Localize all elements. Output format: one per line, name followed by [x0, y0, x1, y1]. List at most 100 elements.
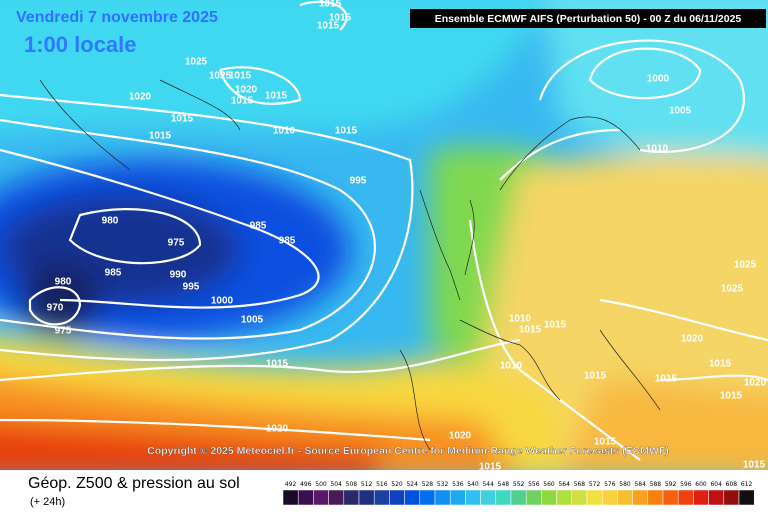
isobar-label: 1015	[265, 91, 288, 102]
scale-label: 588	[650, 481, 662, 488]
scale-label: 492	[285, 481, 297, 488]
scale-label: 528	[422, 481, 434, 488]
scale-label: 572	[589, 481, 601, 488]
scale-label: 500	[315, 481, 327, 488]
isobar-label: 1015	[479, 462, 502, 473]
isobar-label: 1005	[669, 106, 692, 117]
scale-label: 504	[330, 481, 342, 488]
isobar-label: 975	[168, 238, 185, 249]
scale-label: 552	[513, 481, 525, 488]
scale-swatch	[677, 489, 694, 506]
scale-label: 580	[619, 481, 631, 488]
scale-swatch	[647, 489, 664, 506]
isobar-label: 1025	[185, 57, 208, 68]
isobar-label: 975	[55, 326, 72, 337]
scale-swatch	[358, 489, 375, 506]
scale-label: 512	[361, 481, 373, 488]
scale-label: 560	[543, 481, 555, 488]
isobar-label: 985	[250, 221, 267, 232]
scale-label: 568	[574, 481, 586, 488]
isobar-label: 1015	[655, 374, 678, 385]
copyright: Copyright © 2025 Meteociel.fr - Source E…	[147, 445, 669, 457]
scale-swatch	[571, 489, 588, 506]
scale-swatch	[282, 489, 299, 506]
scale-label: 596	[680, 481, 692, 488]
isobar-label: 1015	[594, 437, 617, 448]
scale-label: 536	[452, 481, 464, 488]
scale-label: 540	[467, 481, 479, 488]
scale-swatch	[419, 489, 436, 506]
isobar-label: 1015	[149, 131, 172, 142]
scale-label: 496	[300, 481, 312, 488]
isobar-label: 1015	[720, 391, 743, 402]
isobar-label: 970	[47, 303, 64, 314]
isobar-label: 1015	[544, 320, 567, 331]
isobar-label: 1000	[647, 74, 670, 85]
scale-swatch	[313, 489, 329, 506]
scale-label: 548	[498, 481, 510, 488]
local-time: 1:00 locale	[24, 32, 137, 57]
isobar-label: 1010	[273, 126, 296, 137]
isobar-label: 980	[55, 277, 72, 288]
date: Vendredi 7 novembre 2025	[16, 9, 218, 26]
isobar-label: 1020	[266, 424, 289, 435]
scale-label: 556	[528, 481, 540, 488]
scale-swatch	[510, 489, 527, 506]
isobar-label: 1015	[319, 0, 342, 10]
isobar-label: 1015	[229, 71, 252, 82]
model-info: Ensemble ECMWF AIFS (Perturbation 50) - …	[435, 13, 742, 25]
coastlines	[39, 79, 661, 451]
isobar-label: 1015	[317, 21, 340, 32]
isobar-label: 1010	[646, 144, 669, 155]
scale-label: 592	[665, 481, 677, 488]
isobar-label: 1015	[584, 371, 607, 382]
isobar-label: 985	[105, 268, 122, 279]
scale-swatch	[297, 489, 314, 506]
scale-swatch	[617, 489, 633, 506]
scale-swatch	[328, 489, 345, 506]
isobar-label: 1015	[231, 96, 254, 107]
scale-swatch	[373, 489, 390, 506]
isobar-label: 1025	[209, 71, 232, 82]
scale-label: 516	[376, 481, 388, 488]
scale-swatch	[434, 489, 451, 506]
isobar-label: 1015	[171, 114, 194, 125]
isobar-label: 1015	[519, 325, 542, 336]
isobar-label: 1015	[709, 359, 732, 370]
scale-label: 508	[346, 481, 358, 488]
scale-swatch	[343, 489, 360, 506]
scale-swatch	[723, 489, 740, 506]
scale-swatch	[556, 489, 573, 506]
footer-subtitle: (+ 24h)	[30, 496, 65, 508]
isobar-label: 1020	[449, 431, 472, 442]
scale-swatch	[480, 489, 497, 506]
scale-swatch	[693, 489, 709, 506]
scale-swatch	[404, 489, 421, 506]
scale-swatch	[601, 489, 618, 506]
isobar-label: 1020	[744, 378, 767, 389]
scale-label: 604	[710, 481, 722, 488]
scale-swatch	[449, 489, 466, 506]
scale-label: 608	[726, 481, 738, 488]
scale-label: 612	[741, 481, 753, 488]
scale-swatch	[389, 489, 405, 506]
isobars	[0, 0, 768, 461]
isobar-label: 985	[279, 236, 296, 247]
footer-title: Géop. Z500 & pression au sol	[28, 475, 240, 492]
isobar-label: 990	[170, 270, 187, 281]
scale-label: 532	[437, 481, 449, 488]
color-scale: 492 496 500 504 508 512 516 520 524 528 532 536 540 5…	[282, 481, 755, 506]
isobar-label: 1015	[329, 13, 352, 24]
isobar-label: 1015	[266, 359, 289, 370]
field: 1015101510151025102510151020101510151020…	[0, 0, 768, 473]
scale-swatch	[738, 489, 755, 506]
isobar-label: 1020	[129, 92, 152, 103]
isobar-label: 1015	[335, 126, 358, 137]
isobar-label: 1015	[743, 460, 766, 471]
scale-swatch	[525, 489, 542, 506]
isobar-label: 995	[183, 282, 200, 293]
scale-label: 524	[406, 481, 418, 488]
isobar-label: 1025	[734, 260, 757, 271]
scale-swatch	[632, 489, 649, 506]
